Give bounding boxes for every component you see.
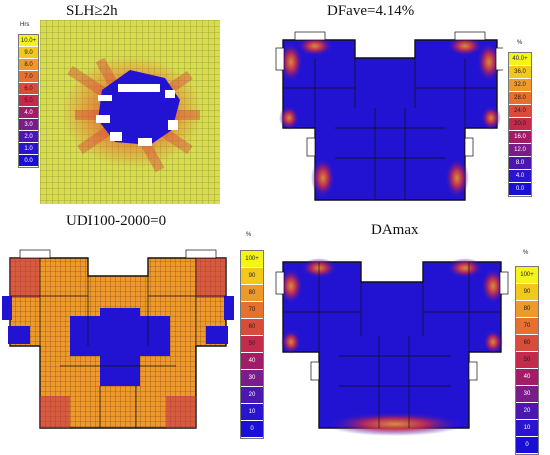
legend-slh-entry: 7.0 (19, 71, 38, 83)
legend-slh-entry: 6.0 (19, 83, 38, 95)
legend-dfave-entry: 12.0 (509, 144, 531, 157)
legend-damax-entry: 90 (516, 284, 538, 301)
legend-damax-entry: 50 (516, 352, 538, 369)
legend-damax-entry: 40 (516, 369, 538, 386)
legend-dfave: 40.0+ 36.0 32.0 28.0 24.0 20.0 16.0 12.0 8.0 4.0 0… (508, 52, 532, 197)
legend-udi-entry: 90 (241, 268, 263, 285)
panel-title-damax: DAmax (371, 222, 419, 238)
legend-dfave-entry: 4.0 (509, 170, 531, 183)
legend-udi-entry: 0 (241, 421, 263, 438)
legend-slh-entry: 8.0 (19, 59, 38, 71)
sunlight-hours-map (40, 20, 220, 204)
legend-slh: 10.0+ 9.0 8.0 7.0 6.0 5.0 4.0 3.0 2.0 1.0 0.0 (18, 34, 39, 168)
legend-damax-entry: 20 (516, 403, 538, 420)
legend-unit-udi: % (246, 232, 252, 238)
legend-udi-entry: 20 (241, 387, 263, 404)
legend-dfave-entry: 36.0 (509, 66, 531, 79)
legend-slh-entry: 10.0+ (19, 35, 38, 47)
legend-dfave-entry: 28.0 (509, 92, 531, 105)
daylight-factor-map (275, 31, 503, 201)
panel-title-slh: SLH≥2h (66, 3, 118, 19)
legend-slh-entry: 5.0 (19, 95, 38, 107)
legend-udi-entry: 50 (241, 336, 263, 353)
legend-dfave-entry: 32.0 (509, 79, 531, 92)
useful-daylight-illuminance-map (2, 249, 234, 429)
legend-slh-entry: 3.0 (19, 119, 38, 131)
legend-dfave-entry: 20.0 (509, 118, 531, 131)
legend-unit-dfave: % (517, 40, 523, 46)
legend-damax-entry: 10 (516, 420, 538, 437)
legend-damax-entry: 70 (516, 318, 538, 335)
legend-damax-entry: 100+ (516, 267, 538, 284)
panel-slh: SLH≥2h Hrs 10.0+ 9.0 8.0 7.0 6.0 5.0 4.0 3.0 2.0… (0, 0, 270, 210)
panel-dfave: DFave=4.14% % 40.0+ 36.0 32.0 28.0 24.0 20.0 1… (275, 0, 550, 210)
legend-unit-damax: % (523, 250, 529, 256)
daylight-autonomy-max-map (275, 258, 509, 436)
legend-udi-entry: 60 (241, 319, 263, 336)
legend-slh-entry: 2.0 (19, 131, 38, 143)
legend-slh-entry: 1.0 (19, 143, 38, 155)
legend-unit-slh: Hrs (20, 22, 30, 28)
legend-udi-entry: 100+ (241, 251, 263, 268)
legend-udi-entry: 30 (241, 370, 263, 387)
legend-udi: 100+ 90 80 70 60 50 40 30 20 10 0 (240, 250, 264, 439)
legend-dfave-entry: 16.0 (509, 131, 531, 144)
legend-slh-entry: 9.0 (19, 47, 38, 59)
legend-udi-entry: 70 (241, 302, 263, 319)
legend-udi-entry: 10 (241, 404, 263, 421)
panel-damax: DAmax % 100+ 90 80 70 60 50 40 30 20 10 0 (275, 210, 550, 455)
legend-slh-entry: 0.0 (19, 155, 38, 167)
panel-title-udi: UDI100-2000=0 (66, 213, 167, 229)
legend-damax-entry: 30 (516, 386, 538, 403)
legend-damax: 100+ 90 80 70 60 50 40 30 20 10 0 (515, 266, 539, 455)
legend-dfave-entry: 8.0 (509, 157, 531, 170)
panel-udi: UDI100-2000=0 % 100+ 90 80 70 60 50 40 30 20 10 0 (0, 210, 272, 439)
legend-dfave-entry: 24.0 (509, 105, 531, 118)
legend-udi-entry: 80 (241, 285, 263, 302)
legend-damax-entry: 0 (516, 437, 538, 454)
legend-udi-entry: 40 (241, 353, 263, 370)
legend-damax-entry: 60 (516, 335, 538, 352)
legend-dfave-entry: 0.0 (509, 183, 531, 196)
panel-title-dfave: DFave=4.14% (327, 3, 415, 19)
legend-dfave-entry: 40.0+ (509, 53, 531, 66)
legend-slh-entry: 4.0 (19, 107, 38, 119)
legend-damax-entry: 80 (516, 301, 538, 318)
